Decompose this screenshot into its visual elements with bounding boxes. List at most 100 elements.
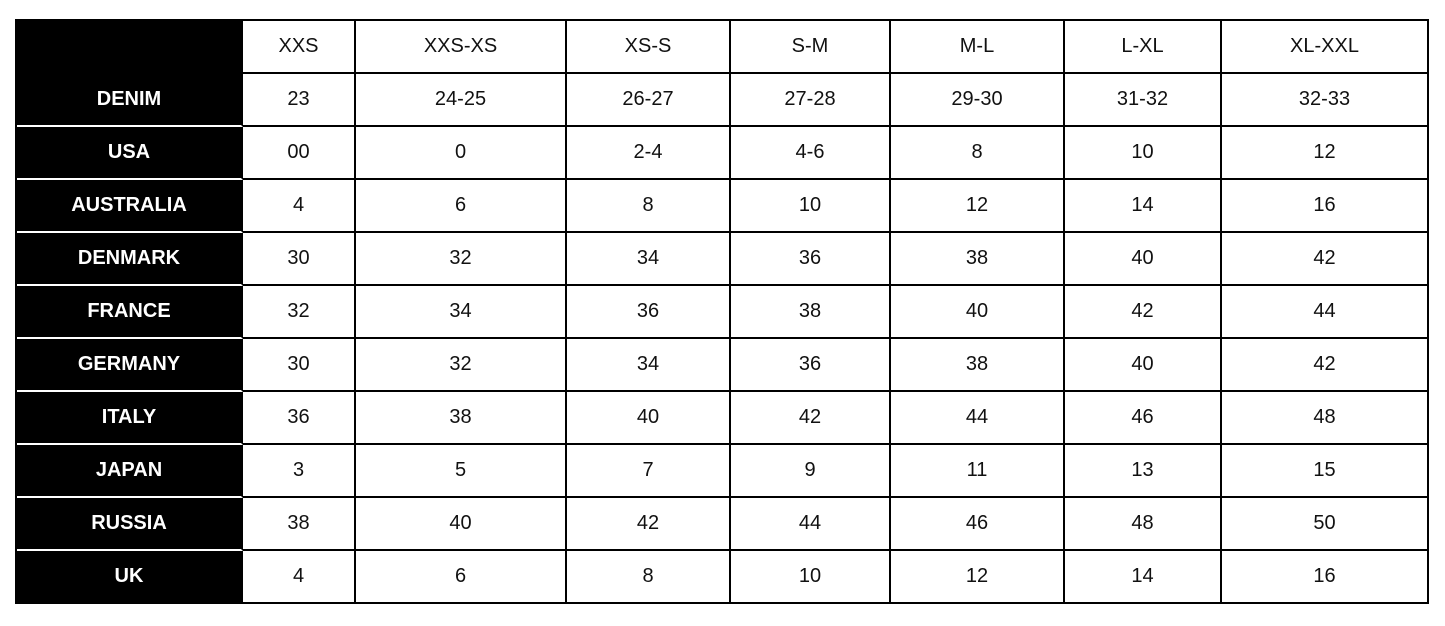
size-cell: 29-30 — [891, 74, 1065, 127]
size-cell: 40 — [356, 498, 567, 551]
table-row: JAPAN 3 5 7 9 11 13 15 — [17, 445, 1429, 498]
table-row: AUSTRALIA 4 6 8 10 12 14 16 — [17, 180, 1429, 233]
size-cell: 44 — [891, 392, 1065, 445]
size-cell: 16 — [1222, 180, 1429, 233]
size-cell: 40 — [1065, 339, 1222, 392]
size-cell: 4-6 — [731, 127, 891, 180]
row-header: RUSSIA — [17, 498, 243, 551]
size-cell: 27-28 — [731, 74, 891, 127]
size-cell: 42 — [567, 498, 731, 551]
size-cell: 30 — [243, 233, 356, 286]
row-header: JAPAN — [17, 445, 243, 498]
size-cell: 8 — [891, 127, 1065, 180]
size-cell: 50 — [1222, 498, 1429, 551]
size-cell: 36 — [731, 339, 891, 392]
size-cell: 38 — [731, 286, 891, 339]
size-cell: 24-25 — [356, 74, 567, 127]
size-cell: 10 — [731, 180, 891, 233]
size-cell: 0 — [356, 127, 567, 180]
size-cell: 23 — [243, 74, 356, 127]
row-header: DENIM — [17, 74, 243, 127]
size-cell: 38 — [243, 498, 356, 551]
size-cell: 15 — [1222, 445, 1429, 498]
column-header: XL-XXL — [1222, 21, 1429, 74]
size-table: XXS XXS-XS XS-S S-M M-L L-XL XL-XXL DENIM 23 24-… — [15, 19, 1429, 604]
size-cell: 40 — [567, 392, 731, 445]
size-cell: 00 — [243, 127, 356, 180]
size-cell: 8 — [567, 551, 731, 604]
size-cell: 44 — [1222, 286, 1429, 339]
size-cell: 34 — [356, 286, 567, 339]
size-cell: 38 — [891, 233, 1065, 286]
size-cell: 11 — [891, 445, 1065, 498]
size-cell: 36 — [243, 392, 356, 445]
corner-cell — [17, 21, 243, 74]
size-cell: 48 — [1222, 392, 1429, 445]
size-cell: 42 — [1065, 286, 1222, 339]
size-cell: 32 — [356, 339, 567, 392]
size-cell: 32 — [243, 286, 356, 339]
column-header: S-M — [731, 21, 891, 74]
size-cell: 26-27 — [567, 74, 731, 127]
table-row: DENIM 23 24-25 26-27 27-28 29-30 31-32 32-33 — [17, 74, 1429, 127]
table-row: GERMANY 30 32 34 36 38 40 42 — [17, 339, 1429, 392]
size-cell: 12 — [891, 180, 1065, 233]
row-header: ITALY — [17, 392, 243, 445]
size-cell: 36 — [567, 286, 731, 339]
size-cell: 32 — [356, 233, 567, 286]
row-header: DENMARK — [17, 233, 243, 286]
table-row: UK 4 6 8 10 12 14 16 — [17, 551, 1429, 604]
size-cell: 12 — [891, 551, 1065, 604]
size-cell: 9 — [731, 445, 891, 498]
size-cell: 38 — [891, 339, 1065, 392]
size-cell: 42 — [731, 392, 891, 445]
row-header: GERMANY — [17, 339, 243, 392]
size-cell: 6 — [356, 551, 567, 604]
size-cell: 44 — [731, 498, 891, 551]
table-row: RUSSIA 38 40 42 44 46 48 50 — [17, 498, 1429, 551]
size-cell: 38 — [356, 392, 567, 445]
size-cell: 16 — [1222, 551, 1429, 604]
size-cell: 40 — [891, 286, 1065, 339]
size-cell: 34 — [567, 339, 731, 392]
size-cell: 7 — [567, 445, 731, 498]
size-cell: 34 — [567, 233, 731, 286]
row-header: AUSTRALIA — [17, 180, 243, 233]
size-cell: 36 — [731, 233, 891, 286]
size-cell: 10 — [731, 551, 891, 604]
column-header: L-XL — [1065, 21, 1222, 74]
size-cell: 4 — [243, 180, 356, 233]
column-header: M-L — [891, 21, 1065, 74]
size-cell: 32-33 — [1222, 74, 1429, 127]
size-cell: 30 — [243, 339, 356, 392]
table-row: ITALY 36 38 40 42 44 46 48 — [17, 392, 1429, 445]
table-row: DENMARK 30 32 34 36 38 40 42 — [17, 233, 1429, 286]
size-cell: 14 — [1065, 180, 1222, 233]
column-header: XXS-XS — [356, 21, 567, 74]
size-cell: 5 — [356, 445, 567, 498]
size-cell: 31-32 — [1065, 74, 1222, 127]
size-cell: 13 — [1065, 445, 1222, 498]
table-row: FRANCE 32 34 36 38 40 42 44 — [17, 286, 1429, 339]
size-cell: 48 — [1065, 498, 1222, 551]
header-row: XXS XXS-XS XS-S S-M M-L L-XL XL-XXL — [17, 21, 1429, 74]
size-cell: 10 — [1065, 127, 1222, 180]
size-cell: 6 — [356, 180, 567, 233]
size-cell: 40 — [1065, 233, 1222, 286]
row-header: USA — [17, 127, 243, 180]
size-cell: 14 — [1065, 551, 1222, 604]
table-row: USA 00 0 2-4 4-6 8 10 12 — [17, 127, 1429, 180]
column-header: XS-S — [567, 21, 731, 74]
size-cell: 42 — [1222, 233, 1429, 286]
size-cell: 4 — [243, 551, 356, 604]
size-cell: 46 — [891, 498, 1065, 551]
column-header: XXS — [243, 21, 356, 74]
size-cell: 12 — [1222, 127, 1429, 180]
row-header: FRANCE — [17, 286, 243, 339]
size-chart: XXS XXS-XS XS-S S-M M-L L-XL XL-XXL DENIM 23 24-… — [15, 19, 1429, 604]
size-cell: 8 — [567, 180, 731, 233]
size-cell: 2-4 — [567, 127, 731, 180]
size-cell: 42 — [1222, 339, 1429, 392]
size-cell: 46 — [1065, 392, 1222, 445]
